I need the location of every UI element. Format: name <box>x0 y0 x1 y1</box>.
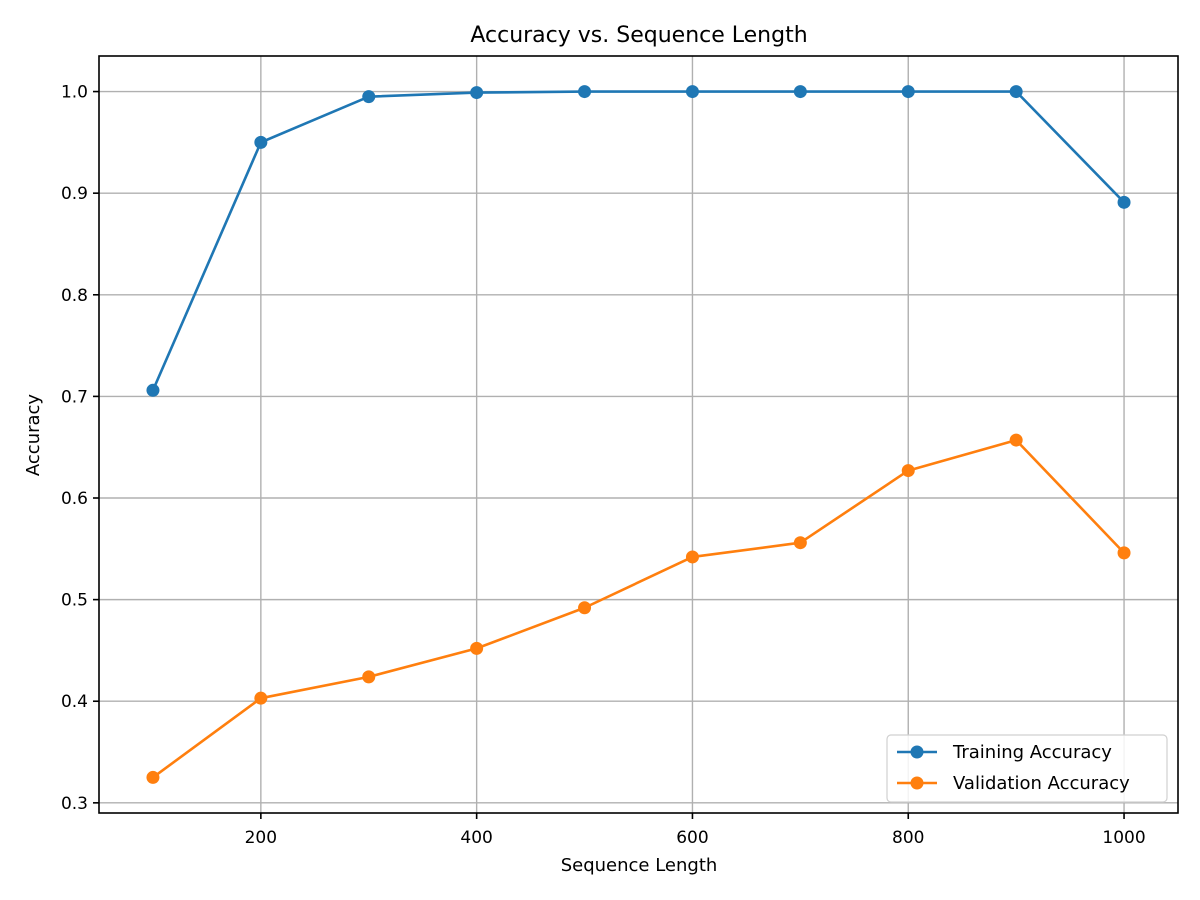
y-tick-label: 0.6 <box>61 489 88 509</box>
y-axis-label: Accuracy <box>23 394 44 477</box>
data-point <box>254 691 268 705</box>
data-point <box>146 770 160 784</box>
y-tick-label: 0.4 <box>61 692 88 712</box>
data-point <box>901 85 915 99</box>
data-point <box>1117 195 1131 209</box>
data-point <box>1009 433 1023 447</box>
data-point <box>146 383 160 397</box>
data-point <box>1117 546 1131 560</box>
y-tick-label: 0.8 <box>61 286 88 306</box>
data-point <box>901 464 915 478</box>
series-line <box>151 90 1125 391</box>
legend-label: Validation Accuracy <box>953 773 1130 794</box>
data-point <box>470 86 484 100</box>
series-line <box>152 438 1125 779</box>
legend-marker <box>910 745 924 759</box>
y-tick-label: 0.9 <box>61 184 88 204</box>
x-tick-label: 400 <box>460 828 492 848</box>
data-point <box>1009 85 1023 99</box>
legend: Training Accuracy Validation Accuracy <box>886 734 1168 803</box>
y-tick-label: 0.3 <box>61 794 88 814</box>
data-point <box>685 85 699 99</box>
x-tick-label: 1000 <box>1102 828 1145 848</box>
data-point <box>362 670 376 684</box>
data-point <box>470 641 484 655</box>
y-tick-label: 0.7 <box>61 387 88 407</box>
legend-marker <box>910 776 924 790</box>
series-validation <box>146 433 1131 784</box>
axis-ticks: 200 400 600 800 1000 0.3 0.4 0.5 0.6 0.7 0.8 0.9 1.0 <box>61 83 1146 848</box>
y-tick-label: 0.5 <box>61 591 88 611</box>
data-point <box>362 90 376 104</box>
data-point <box>793 536 807 550</box>
x-tick-label: 600 <box>676 828 708 848</box>
series-training <box>146 85 1131 397</box>
data-point <box>578 601 592 615</box>
data-point <box>254 135 268 149</box>
x-axis-label: Sequence Length <box>561 855 718 876</box>
x-tick-label: 200 <box>245 828 277 848</box>
x-tick-label: 800 <box>892 828 924 848</box>
chart-title: Accuracy vs. Sequence Length <box>470 23 807 48</box>
y-tick-label: 1.0 <box>61 83 88 103</box>
data-point <box>578 85 592 99</box>
legend-box <box>886 734 1168 803</box>
plot-series <box>146 85 1131 784</box>
data-point <box>793 85 807 99</box>
data-point <box>685 550 699 564</box>
plot-frame <box>98 55 1179 814</box>
legend-label: Training Accuracy <box>952 742 1112 763</box>
